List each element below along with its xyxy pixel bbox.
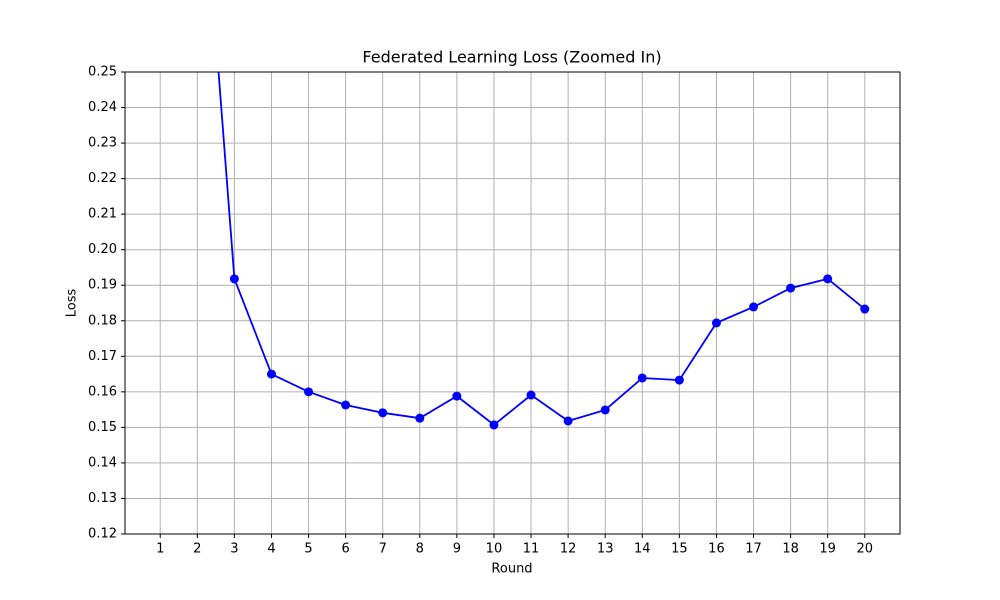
y-axis-label: Loss [65,289,80,318]
y-tick-label: 0.22 [88,171,117,186]
x-tick-label: 8 [416,542,424,557]
y-tick-label: 0.18 [88,313,117,328]
x-tick-label: 2 [193,542,201,557]
x-tick-label: 11 [523,542,540,557]
x-tick-label: 15 [671,542,688,557]
x-tick-label: 13 [597,542,614,557]
point [600,405,610,415]
y-tick-label: 0.12 [88,527,117,542]
x-axis-label: Round [491,562,532,577]
y-tick-label: 0.16 [88,384,117,399]
x-tick-label: 4 [267,542,275,557]
x-tick-label: 10 [486,542,503,557]
x-tick-label: 9 [453,542,461,557]
x-tick-label: 14 [634,542,651,557]
ticks: 0.12 0.13 0.14 0.15 0.16 0.17 0.18 0.19 0.20 0.21… [88,65,873,557]
point [711,318,721,328]
plot-frame [124,71,901,535]
point [563,416,573,426]
point [674,375,684,385]
point [749,302,759,312]
line [217,72,866,427]
y-tick-label: 0.14 [88,455,117,470]
x-tick-label: 5 [304,542,312,557]
y-tick-label: 0.15 [88,420,117,435]
x-tick-label: 17 [745,542,762,557]
plot-area [217,72,870,430]
point [229,274,239,284]
y-tick-label: 0.21 [88,207,117,222]
point [266,369,276,379]
x-tick-label: 19 [819,542,836,557]
x-tick-label: 3 [230,542,238,557]
point [415,413,425,423]
x-tick-label: 20 [856,542,873,557]
chart-title: Federated Learning Loss (Zoomed In) [362,48,661,67]
point [823,274,833,284]
y-tick-label: 0.19 [88,278,117,293]
point [378,408,388,418]
x-tick-label: 16 [708,542,725,557]
y-tick-label: 0.20 [88,242,117,257]
y-tick-label: 0.17 [88,349,117,364]
point [860,304,870,314]
point [526,390,536,400]
point [786,283,796,293]
x-tick-label: 7 [379,542,387,557]
y-tick-label: 0.25 [88,65,117,80]
point [341,400,351,410]
point [304,387,314,397]
x-tick-label: 1 [156,542,164,557]
x-tick-label: 12 [560,542,577,557]
x-tick-label: 6 [341,542,349,557]
y-tick-label: 0.23 [88,136,117,151]
y-tick-label: 0.24 [88,100,117,115]
point [489,420,499,430]
point [637,373,647,383]
point [452,391,462,401]
x-tick-label: 18 [782,542,799,557]
y-tick-label: 0.13 [88,491,117,506]
